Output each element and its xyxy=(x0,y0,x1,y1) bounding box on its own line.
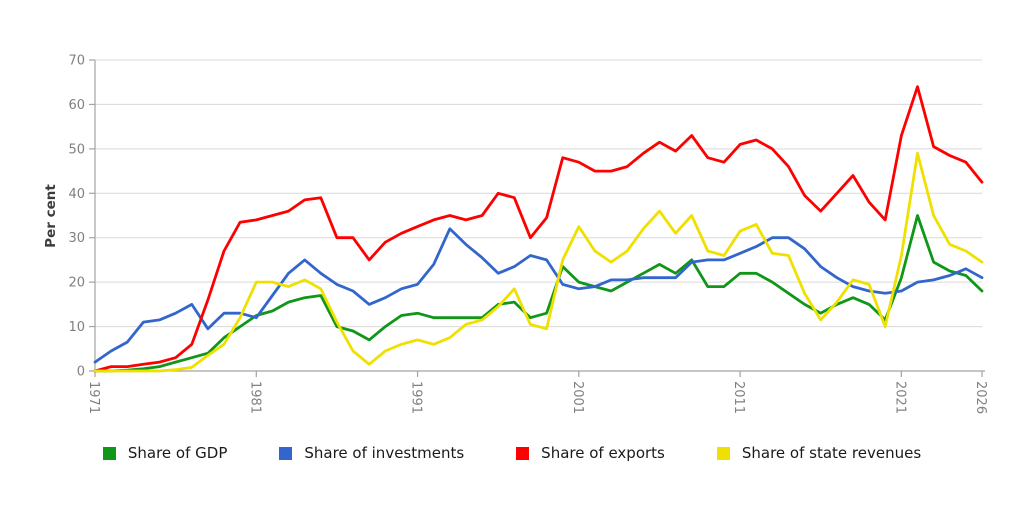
legend-item-share-of-gdp: Share of GDP xyxy=(102,444,228,462)
axes xyxy=(89,59,985,377)
legend-item-share-of-exports: Share of exports xyxy=(516,444,665,462)
y-tick-label: 60 xyxy=(68,98,85,113)
series-line-share-of-state-revenues xyxy=(93,151,984,373)
y-axis-title: Per cent xyxy=(43,184,59,248)
line-chart: 0 10 20 30 40 50 60 70 1971 1981 1991 2001 2011 2021 2… xyxy=(43,54,988,415)
legend-label: Share of state revenues xyxy=(741,444,922,462)
legend-swatch xyxy=(102,446,116,460)
legend-label: Share of exports xyxy=(541,444,665,462)
y-tick-label: 50 xyxy=(68,142,85,157)
series-line-share-of-exports xyxy=(93,85,984,373)
x-tick-label: 1991 xyxy=(409,381,424,414)
y-tick-label: 70 xyxy=(68,54,85,69)
chart-legend: Share of GDP Share of investments Share of… xyxy=(0,444,1024,462)
legend-label: Share of GDP xyxy=(127,444,228,462)
legend-swatch xyxy=(516,446,530,460)
legend-item-share-of-state-revenues: Share of state revenues xyxy=(716,444,922,462)
y-tick-label: 30 xyxy=(68,231,85,246)
series-lines xyxy=(93,85,984,373)
x-tick-label: 2011 xyxy=(731,381,746,414)
y-tick-label: 10 xyxy=(68,320,85,335)
chart-canvas: 0 10 20 30 40 50 60 70 1971 1981 1991 2001 2011 2021 2… xyxy=(43,54,988,415)
legend-swatch xyxy=(716,446,730,460)
x-tick-label: 1971 xyxy=(86,381,101,414)
y-tick-label: 20 xyxy=(68,276,85,291)
series-line-share-of-gdp xyxy=(93,214,984,373)
gridlines xyxy=(95,59,982,328)
axis-labels: 0 10 20 30 40 50 60 70 1971 1981 1991 2001 2011 2021 2… xyxy=(68,54,988,415)
x-tick-label: 1981 xyxy=(247,381,262,414)
x-tick-label: 2021 xyxy=(892,381,907,414)
x-tick-label: 2026 xyxy=(973,381,988,414)
legend-item-share-of-investments: Share of investments xyxy=(279,444,464,462)
legend-swatch xyxy=(279,446,293,460)
y-tick-label: 40 xyxy=(68,187,85,202)
x-tick-label: 2001 xyxy=(570,381,585,414)
series-line-share-of-investments xyxy=(93,227,984,364)
y-tick-label: 0 xyxy=(77,365,85,380)
legend-label: Share of investments xyxy=(304,444,465,462)
